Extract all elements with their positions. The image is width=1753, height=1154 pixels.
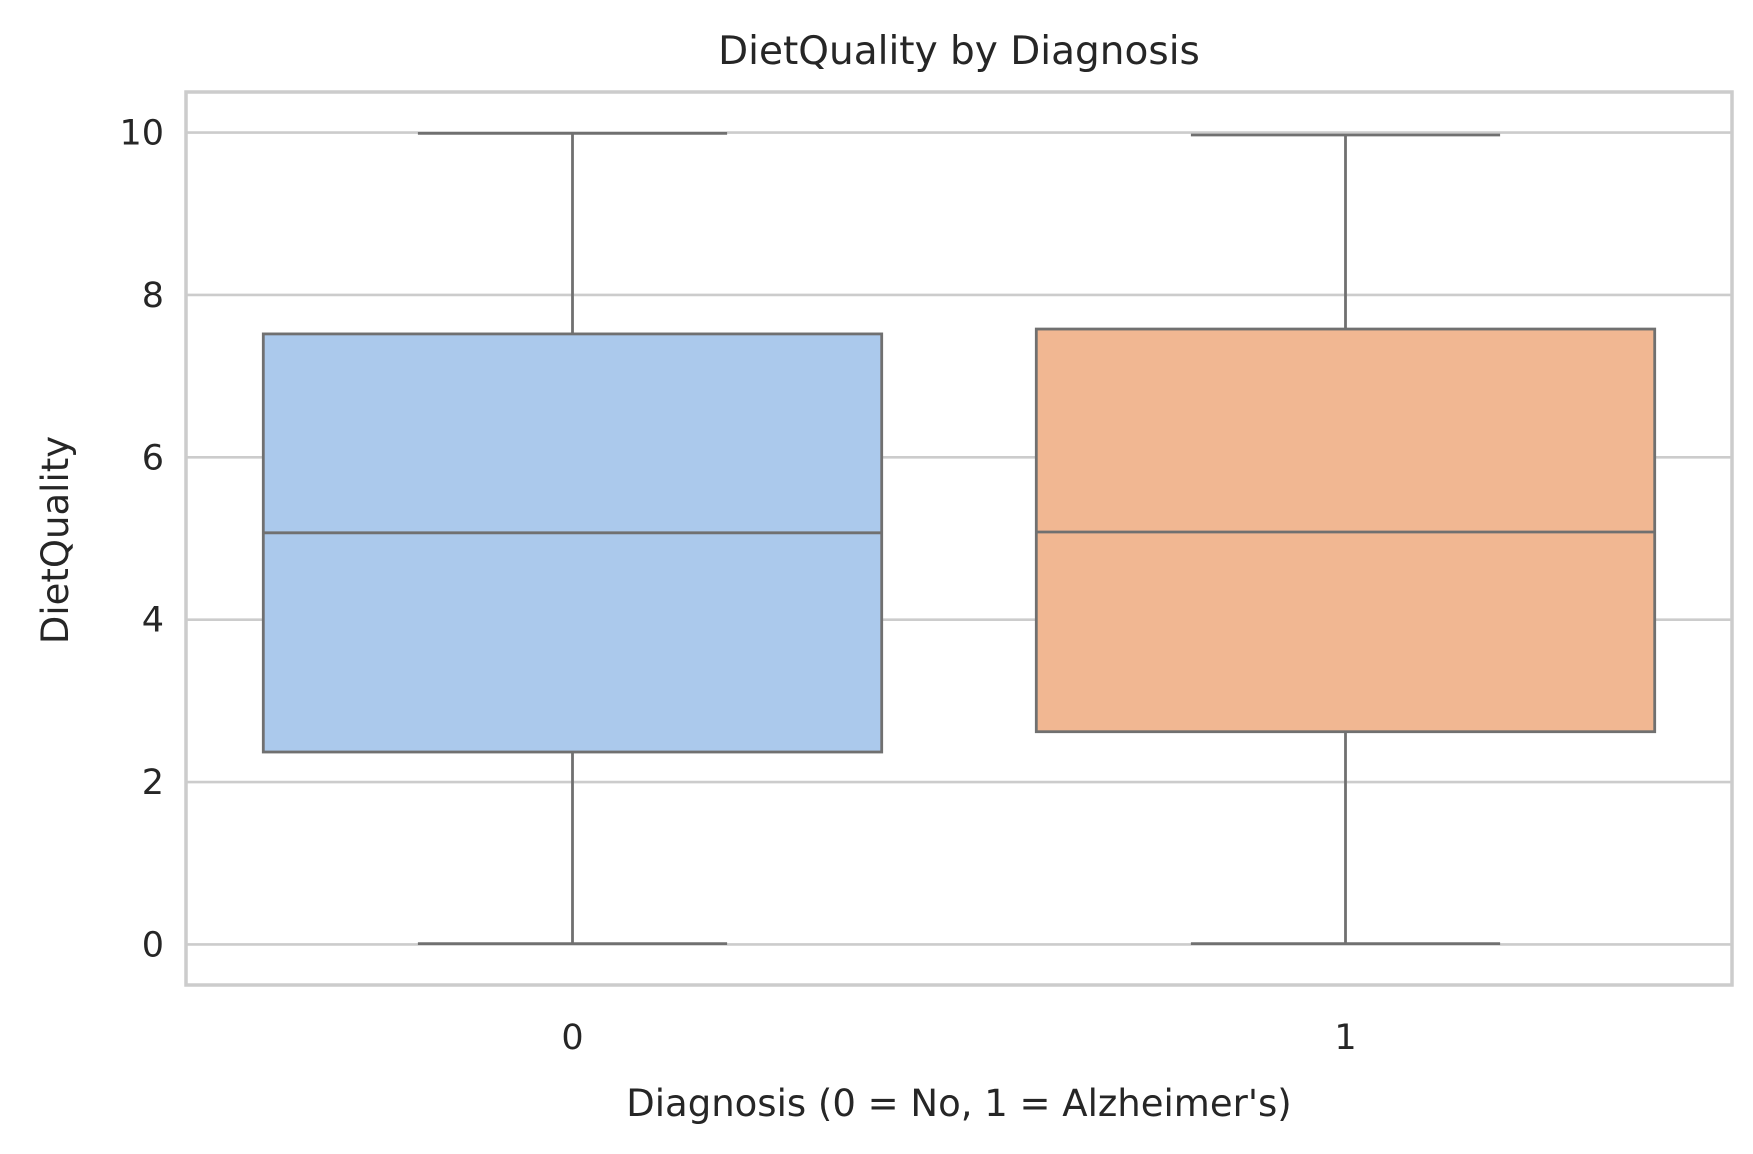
- y-tick-label: 0: [142, 925, 164, 965]
- chart-title: DietQuality by Diagnosis: [718, 29, 1200, 74]
- boxes: [261, 132, 1657, 945]
- x-tick-label: 1: [1334, 1018, 1356, 1058]
- y-tick-label: 10: [119, 114, 164, 154]
- y-tick-label: 4: [142, 601, 164, 641]
- box-1: [1034, 133, 1657, 945]
- box-0: [261, 132, 884, 945]
- plot-frame: [184, 90, 1734, 987]
- y-axis-label: DietQuality: [34, 436, 77, 644]
- x-tick-label: 0: [561, 1018, 583, 1058]
- y-tick-label: 8: [142, 276, 164, 316]
- iqr-box: [261, 332, 884, 754]
- iqr-box: [1034, 327, 1657, 734]
- x-axis-label: Diagnosis (0 = No, 1 = Alzheimer's): [626, 1082, 1291, 1125]
- y-tick-label: 6: [142, 438, 164, 478]
- y-tick-labels: 0 2 4 6 8 10: [119, 114, 164, 966]
- y-tick-label: 2: [142, 763, 164, 803]
